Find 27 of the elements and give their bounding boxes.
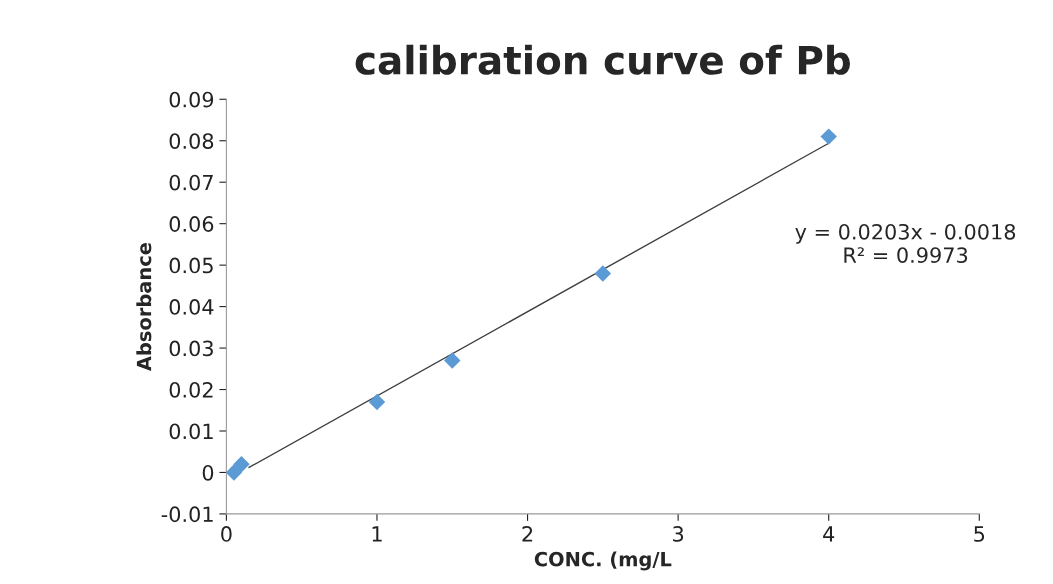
- x-tick-label: 2: [522, 526, 533, 542]
- y-tick-label: 0.08: [169, 133, 214, 149]
- point: [594, 265, 612, 282]
- y-tick-label: 0.07: [169, 174, 213, 191]
- y-tick-label: 0.05: [169, 257, 213, 274]
- y-tick-label: 0.06: [169, 216, 214, 232]
- y-axis-title: Absorbance: [136, 243, 152, 372]
- point: [368, 393, 386, 411]
- y-tick-label: 0.04: [169, 299, 214, 315]
- point: [444, 352, 461, 369]
- y-tick-label: 0: [202, 464, 214, 481]
- point: [820, 128, 837, 145]
- annotation: y = 0.0203x - 0.0018 R² = 0.9973: [795, 223, 1016, 263]
- x-axis-title: CONC. (mg/L: [534, 551, 672, 571]
- x-tick-label: 0: [221, 526, 232, 542]
- y-tick-label: 0.01: [169, 423, 213, 440]
- point: [226, 464, 243, 481]
- x-tick-label: 4: [823, 526, 835, 542]
- chart-title: calibration curve of Pb: [355, 44, 850, 75]
- x-tick-label: 5: [974, 526, 985, 542]
- y-tick-label: 0.02: [169, 381, 213, 398]
- x-tick-label: 1: [372, 526, 382, 542]
- y-tick-label: 0.09: [169, 91, 214, 108]
- y-tick-label: 0.03: [169, 340, 213, 357]
- point: [233, 455, 250, 473]
- y-tick-label: -0.01: [161, 506, 213, 523]
- x-tick-label: 3: [673, 526, 684, 542]
